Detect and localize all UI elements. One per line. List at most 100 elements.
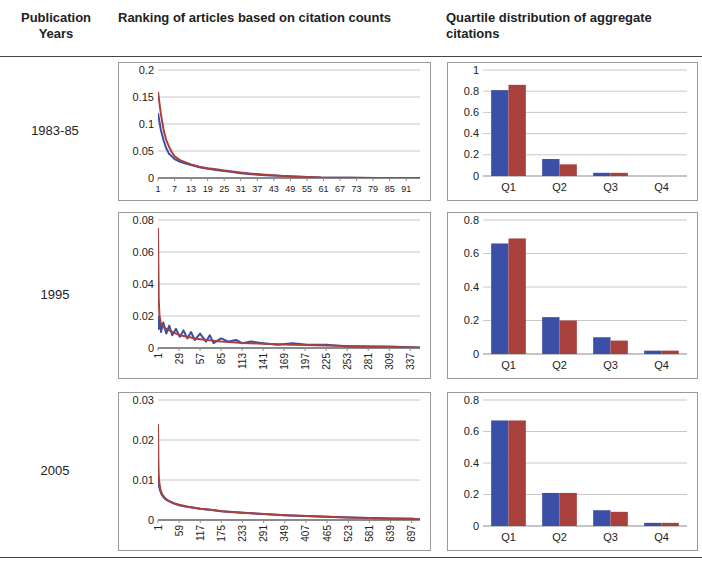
- series-line: [158, 113, 420, 178]
- panel-frame: [119, 63, 431, 201]
- line-chart: 00.050.10.150.21713192531374349556167737…: [133, 64, 420, 195]
- y-tick-label: 0.6: [464, 247, 479, 259]
- y-tick-label: 0.8: [464, 85, 479, 97]
- x-tick-label: 697: [406, 525, 417, 542]
- y-tick-label: 0.4: [464, 281, 479, 293]
- x-tick: [158, 520, 159, 523]
- x-tick-label: Q1: [501, 531, 516, 543]
- x-tick: [326, 348, 327, 351]
- x-tick: [158, 178, 159, 181]
- grid-line: [158, 480, 420, 481]
- x-tick: [348, 520, 349, 523]
- bar: [593, 173, 610, 176]
- bar: [509, 238, 526, 354]
- x-tick-label: 117: [195, 525, 206, 541]
- bar: [644, 176, 661, 177]
- x-tick-label: 37: [252, 184, 262, 194]
- x-tick: [242, 348, 243, 351]
- x-tick: [263, 520, 264, 523]
- y-tick-label: 0.2: [139, 64, 154, 76]
- y-tick-label: 0: [473, 348, 479, 360]
- y-tick-label: 0: [148, 514, 154, 526]
- x-tick-label: 25: [219, 184, 229, 194]
- bar: [662, 523, 679, 526]
- y-tick-label: 0: [148, 172, 154, 184]
- plot-area: [158, 228, 420, 348]
- x-tick: [389, 178, 390, 181]
- x-tick-label: 91: [401, 184, 411, 194]
- y-tick-label: 0.05: [133, 145, 154, 157]
- row-label: 1995: [0, 287, 110, 302]
- x-tick-label: 67: [335, 184, 345, 194]
- x-tick: [200, 520, 201, 523]
- x-tick-label: 581: [364, 525, 375, 542]
- plot-area: [491, 420, 679, 526]
- x-tick: [373, 178, 374, 181]
- x-tick-label: Q3: [603, 531, 618, 543]
- x-tick-label: Q2: [552, 181, 567, 193]
- bar: [491, 243, 508, 354]
- x-tick-label: 523: [343, 525, 354, 542]
- bar: [593, 337, 610, 354]
- bar: [542, 317, 559, 354]
- x-tick: [191, 178, 192, 181]
- y-tick-label: 0.04: [133, 278, 154, 290]
- x-tick-label: 253: [342, 353, 353, 370]
- x-tick-label: 19: [203, 184, 213, 194]
- panel-frame: [448, 63, 698, 201]
- grid-line: [158, 316, 420, 317]
- series-line: [158, 424, 420, 519]
- y-tick-label: 0.15: [133, 91, 154, 103]
- y-tick-label: 0: [148, 342, 154, 354]
- x-tick-label: 59: [174, 525, 185, 537]
- line-chart: 00.010.020.03159117175233291349407465523…: [133, 394, 420, 542]
- x-tick-label: 175: [216, 525, 227, 542]
- bar: [593, 510, 610, 526]
- bar: [542, 493, 559, 526]
- y-tick-label: 0.2: [464, 148, 479, 160]
- bar-chart: 00.20.40.60.8Q1Q2Q3Q4: [464, 394, 687, 544]
- bar: [662, 351, 679, 354]
- grid-line: [158, 220, 420, 221]
- bar-chart: 00.20.40.60.8Q1Q2Q3Q4: [464, 214, 687, 372]
- x-tick: [356, 178, 357, 181]
- x-tick-label: Q1: [501, 359, 516, 371]
- x-tick-label: 43: [269, 184, 279, 194]
- x-tick-label: 85: [385, 184, 395, 194]
- x-tick: [240, 178, 241, 181]
- x-tick-label: 281: [363, 353, 374, 370]
- x-tick: [179, 520, 180, 523]
- y-tick-label: 0.4: [464, 127, 479, 139]
- x-tick-label: 309: [384, 353, 395, 370]
- x-tick-label: 169: [279, 353, 290, 370]
- bar: [560, 164, 577, 176]
- x-tick: [410, 348, 411, 351]
- panel-frame: [448, 393, 698, 551]
- x-tick: [221, 348, 222, 351]
- x-tick-label: Q3: [603, 359, 618, 371]
- x-tick: [347, 348, 348, 351]
- y-tick-label: 0.08: [133, 214, 154, 226]
- column-header: Publication Years: [8, 10, 104, 42]
- rule: [0, 557, 702, 558]
- column-header: Ranking of articles based on citation co…: [118, 10, 438, 26]
- x-tick: [327, 520, 328, 523]
- x-tick: [411, 520, 412, 523]
- x-tick-label: Q4: [654, 181, 669, 193]
- y-tick-label: 0.01: [133, 474, 154, 486]
- row-label: 1983-85: [0, 123, 110, 138]
- grid-line: [158, 440, 420, 441]
- bar: [611, 512, 628, 526]
- bar: [491, 420, 508, 526]
- panel-frame: [119, 393, 431, 551]
- plot-area: [158, 92, 420, 178]
- plot-area: [491, 238, 679, 354]
- x-tick-label: 349: [279, 525, 290, 542]
- x-tick-label: 141: [258, 353, 269, 370]
- y-tick-label: 0.2: [464, 488, 479, 500]
- series-line: [158, 228, 420, 348]
- line-chart: 00.020.040.060.0812957851131411691972252…: [133, 214, 420, 370]
- x-tick: [207, 178, 208, 181]
- bar: [644, 523, 661, 526]
- x-tick-label: 85: [216, 353, 227, 365]
